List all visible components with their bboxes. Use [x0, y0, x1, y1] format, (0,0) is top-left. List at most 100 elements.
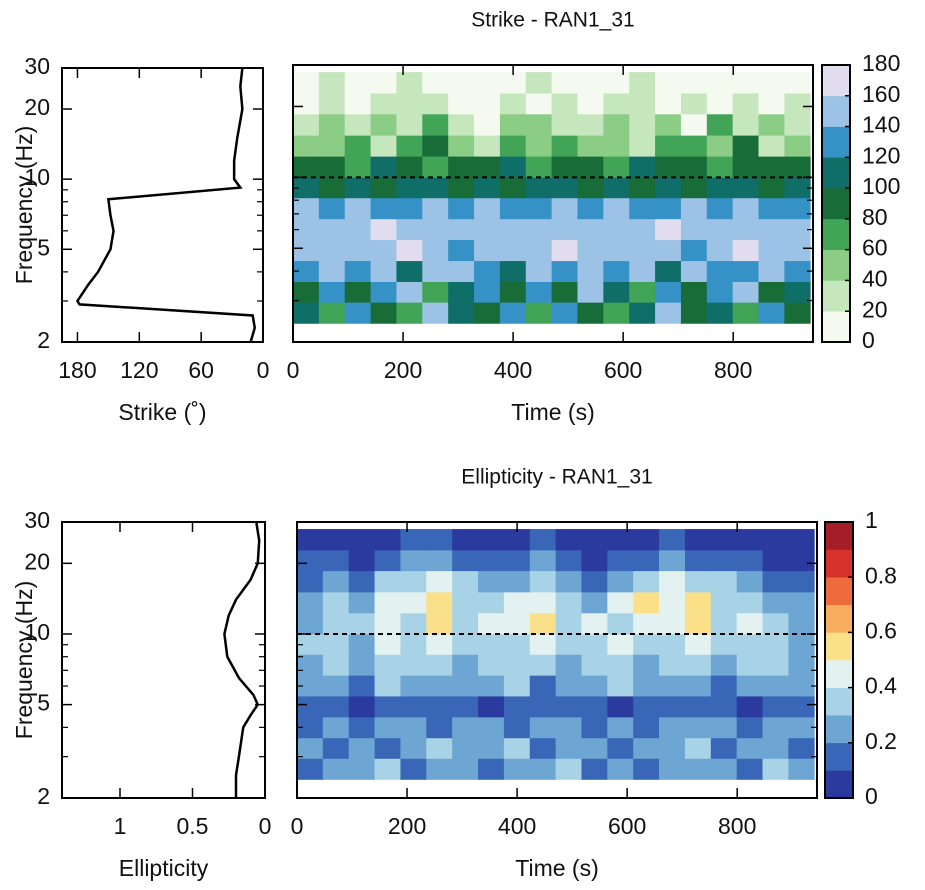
heatmap-cell — [322, 758, 350, 780]
heatmap-cell — [422, 260, 449, 282]
heatmap-cell — [710, 633, 738, 655]
heatmap-cell — [529, 716, 557, 739]
heatmap-cell — [784, 239, 811, 262]
heatmap-cell — [400, 570, 427, 593]
heatmap-cell — [788, 737, 815, 759]
heatmap-cell — [684, 633, 712, 655]
heatmap-cell — [348, 612, 375, 635]
heatmap-cell — [448, 302, 475, 324]
heatmap-cell — [555, 696, 582, 718]
heatmap-cell — [297, 654, 324, 676]
heatmap-cell — [603, 93, 630, 115]
heatmap-cell — [680, 113, 708, 136]
heatmap-cell — [452, 716, 479, 739]
heatmap-cell — [577, 197, 604, 220]
y-tick-label: 20 — [24, 94, 50, 120]
heatmap-cell — [478, 675, 505, 697]
heatmap-cell — [322, 675, 350, 697]
heatmap-cell — [374, 737, 401, 759]
heatmap-cell — [297, 549, 324, 572]
heatmap-cell — [710, 529, 738, 551]
heatmap-cell — [396, 239, 423, 262]
heatmap-cell — [784, 177, 811, 199]
heatmap-cell — [732, 113, 759, 136]
heatmap-cell — [396, 218, 423, 241]
heatmap-cell — [322, 591, 350, 614]
heatmap-cell — [297, 737, 324, 759]
x-tick-label: 60 — [188, 357, 214, 383]
heatmap-cell — [499, 72, 527, 94]
heatmap-cell — [655, 93, 682, 115]
heatmap-cell — [684, 612, 712, 635]
heatmap-cell — [370, 113, 397, 136]
heatmap-cell — [318, 113, 346, 136]
heatmap-cell — [680, 302, 708, 324]
heatmap-cell — [374, 716, 401, 739]
heatmap-cell — [732, 135, 759, 157]
heatmap-cell — [499, 281, 527, 303]
heatmap-cell — [607, 612, 634, 635]
heatmap-cell — [762, 529, 789, 551]
heatmap-cell — [659, 716, 686, 739]
heatmap-cell — [762, 549, 789, 572]
heatmap-cell — [607, 633, 634, 655]
heatmap-cell — [551, 260, 578, 282]
heatmap-cell — [629, 197, 656, 220]
heatmap-cell — [525, 281, 553, 303]
heatmap-cell — [297, 570, 324, 593]
heatmap-cell — [788, 696, 815, 718]
heatmap-cell — [706, 72, 734, 94]
profile-line — [75, 67, 257, 343]
heatmap-cell — [322, 529, 350, 551]
heatmap-cell — [370, 72, 397, 94]
heatmap-cell — [655, 177, 682, 199]
heatmap-cell — [758, 260, 785, 282]
heatmap-cell — [659, 758, 686, 780]
y-tick-label: 20 — [24, 548, 50, 574]
heatmap-cell — [499, 260, 527, 282]
heatmap-cell — [555, 529, 582, 551]
heatmap-cell — [452, 612, 479, 635]
heatmap-cell — [478, 737, 505, 759]
heatmap-cell — [633, 696, 660, 718]
heatmap-cell — [452, 758, 479, 780]
heatmap-cell — [525, 156, 553, 178]
heatmap-cell — [551, 93, 578, 115]
heatmap-cell — [474, 281, 501, 303]
heatmap-cell — [577, 135, 604, 157]
heatmap-cell — [706, 281, 734, 303]
heatmap-cell — [293, 93, 320, 115]
heatmap-cell — [396, 72, 423, 94]
heatmap-cell — [478, 612, 505, 635]
heatmap-cell — [499, 113, 527, 136]
heatmap-cell — [710, 549, 738, 572]
heatmap-cell — [426, 716, 453, 739]
heatmap-cell — [784, 260, 811, 282]
heatmap-cell — [525, 93, 553, 115]
heatmap-cell — [322, 570, 350, 593]
heatmap-cell — [577, 260, 604, 282]
heatmap-cell — [478, 716, 505, 739]
heatmap-cell — [499, 197, 527, 220]
heatmap-cell — [525, 177, 553, 199]
heatmap-cell — [555, 549, 582, 572]
heatmap-cell — [684, 758, 712, 780]
heatmap-cell — [503, 612, 531, 635]
heatmap-cell — [659, 675, 686, 697]
y-tick-label: 2 — [37, 783, 50, 809]
heatmap-cell — [448, 113, 475, 136]
heatmap-cell — [555, 591, 582, 614]
heatmap-cell — [452, 737, 479, 759]
heatmap-cell — [318, 302, 346, 324]
heatmap-cell — [732, 72, 759, 94]
colorbar-band — [822, 65, 850, 97]
heatmap-cell — [732, 197, 759, 220]
heatmap-cell — [684, 737, 712, 759]
heatmap-cell — [348, 549, 375, 572]
y-tick-label: 5 — [37, 234, 50, 260]
heatmap-cell — [503, 549, 531, 572]
x-tick-label: 800 — [718, 813, 756, 839]
heatmap-cell — [629, 135, 656, 157]
heatmap-cell — [478, 570, 505, 593]
